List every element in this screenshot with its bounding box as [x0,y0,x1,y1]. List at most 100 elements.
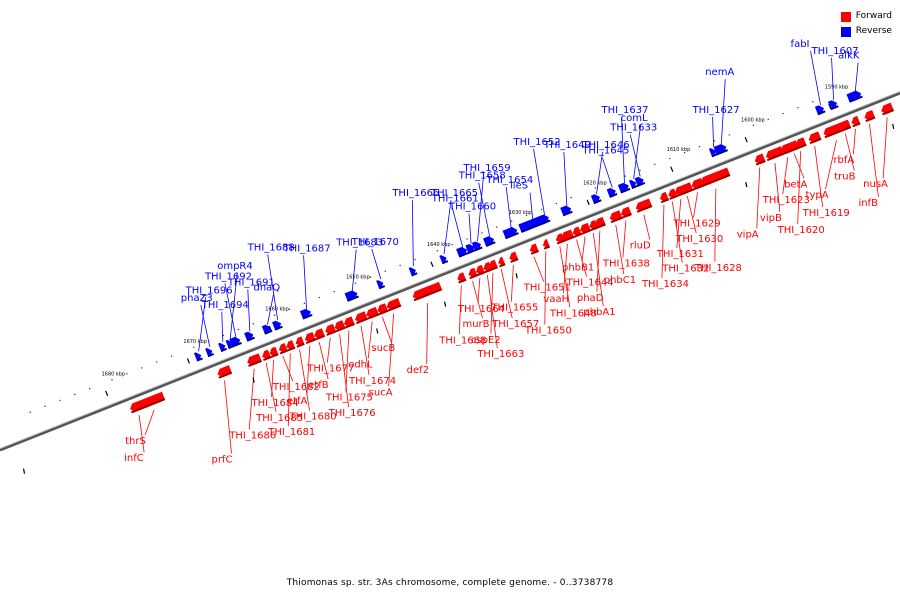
gene-THI_1688-shade [274,325,283,331]
minor-tick-dot [273,314,276,316]
gene-label-nusA: nusA [863,179,888,190]
minor-tick-dot [713,140,716,142]
gene-THI_1632-shade [669,195,678,200]
minor-tick-dot [88,387,91,390]
gene-rluD[interactable] [634,198,653,212]
leader-rbfA [853,128,856,155]
gene-label-THI_1692: THI_1692 [204,271,252,282]
gene-infB-shade [865,116,876,123]
leader-sucA [388,313,395,387]
gene-THI_1628-shade [701,174,731,187]
gene-THI_1661-shade [458,252,469,258]
tick-mark-5 [430,261,434,268]
gene-label-fabI: fabI [791,39,810,50]
leader-THI_1627 [712,117,714,148]
leader-phbA1 [592,232,604,307]
gene-label-THI_1648: THI_1648 [549,308,597,319]
gene-label-comL: comL [621,113,648,124]
gene-THI_1650[interactable] [541,239,551,250]
leader-nusA [882,117,888,179]
leader-THI_1632 [671,201,683,263]
minor-tick-dot [59,399,61,402]
gene-label-cspE2: cspE2 [471,335,501,346]
gene-ileS[interactable] [518,215,545,233]
leader-truB [844,133,855,171]
minor-tick-dot [812,101,814,103]
gene-THI_1650-shade [543,245,551,250]
gene-THI_1637-shade [620,187,631,194]
leader-murB [472,280,483,319]
gene-phbB1-shade [580,229,591,235]
tick-label-0: 1590 kbp [825,84,849,90]
gene-label-THI_1686: THI_1686 [228,431,276,442]
gene-THI_1634-shade [660,198,670,204]
minor-tick-dot [797,106,799,109]
gene-nusA-shade [882,109,894,116]
gene-THI_1629-shade [692,184,705,191]
gene-label-odhL: odhL [348,359,373,370]
tick-label-3: 1620 kbp [583,180,607,186]
gene-typA[interactable] [822,120,850,138]
gene-THI_1684-shade [270,353,279,359]
leader-phbC1 [615,224,625,274]
gene-label-THI_1637: THI_1637 [600,105,648,116]
gene-THI_1628[interactable] [699,167,731,187]
leader-THI_1649 [563,152,568,207]
minor-tick-dot [155,361,158,363]
leader-THI_1646 [596,151,603,194]
leader-THI_1634 [661,204,665,278]
leader-vipA [756,167,761,229]
feature-mark-1 [745,182,748,188]
gene-THI_1660-shade [467,249,477,254]
gene-thrS[interactable] [141,391,166,408]
gene-label-def2: def2 [407,365,429,376]
minor-tick-dot [624,175,626,177]
leader-ompR4 [229,272,238,339]
gene-THI_1657[interactable] [497,256,506,268]
minor-tick-dot [570,196,572,199]
gene-label-THI_1668: THI_1668 [438,335,486,346]
leader-THI_1638 [622,220,627,258]
leader-THI_1688 [267,254,279,321]
gene-THI_1619-shade [809,137,822,145]
leader-etfA [306,345,311,395]
leader-def2 [426,303,429,365]
leader-etfB [318,342,329,380]
minor-tick-dot [782,112,784,115]
minor-tick-dot [126,373,128,375]
gene-THI_1683-shade [347,295,360,302]
feature-mark-2 [515,273,518,279]
leader-THI_1694 [221,311,224,342]
gene-THI_1696-shade [196,357,203,362]
gene-label-THI_1688: THI_1688 [247,242,295,253]
leader-vipB [774,162,781,212]
leader-THI_1661 [451,205,464,248]
caption: Thiomonas sp. str. 3As chromosome, compl… [286,578,614,588]
minor-tick-dot [639,169,641,172]
gene-alkK[interactable] [846,89,862,103]
minor-tick-dot [540,208,543,211]
gene-thrS-shade [144,398,166,409]
leader-THI_1677 [326,337,331,363]
gene-label-THI_1650: THI_1650 [524,325,572,336]
leader-THI_1691 [247,289,251,332]
tick-mark-2 [670,166,674,172]
leader-THI_1650 [544,251,547,325]
gene-label-THI_1694: THI_1694 [201,300,249,311]
leader-THI_1663 [486,274,498,349]
leader-typA [825,139,837,190]
gene-label-THI_1666: THI_1666 [391,188,439,199]
gene-label-THI_1659: THI_1659 [463,163,511,174]
leader-THI_1630 [686,196,697,234]
minor-tick-dot [669,157,671,160]
gene-def2[interactable] [411,281,443,301]
gene-label-thrS: thrS [125,436,146,447]
gene-fabI-shade [817,110,826,116]
gene-THI_1654[interactable] [502,226,519,240]
gene-vipA-shade [755,160,766,166]
leader-THI_1685 [265,362,277,412]
gene-label-THI_1658: THI_1658 [458,171,506,182]
gene-label-THI_1645: THI_1645 [581,146,629,157]
gene-THI_1670-shade [378,285,386,290]
